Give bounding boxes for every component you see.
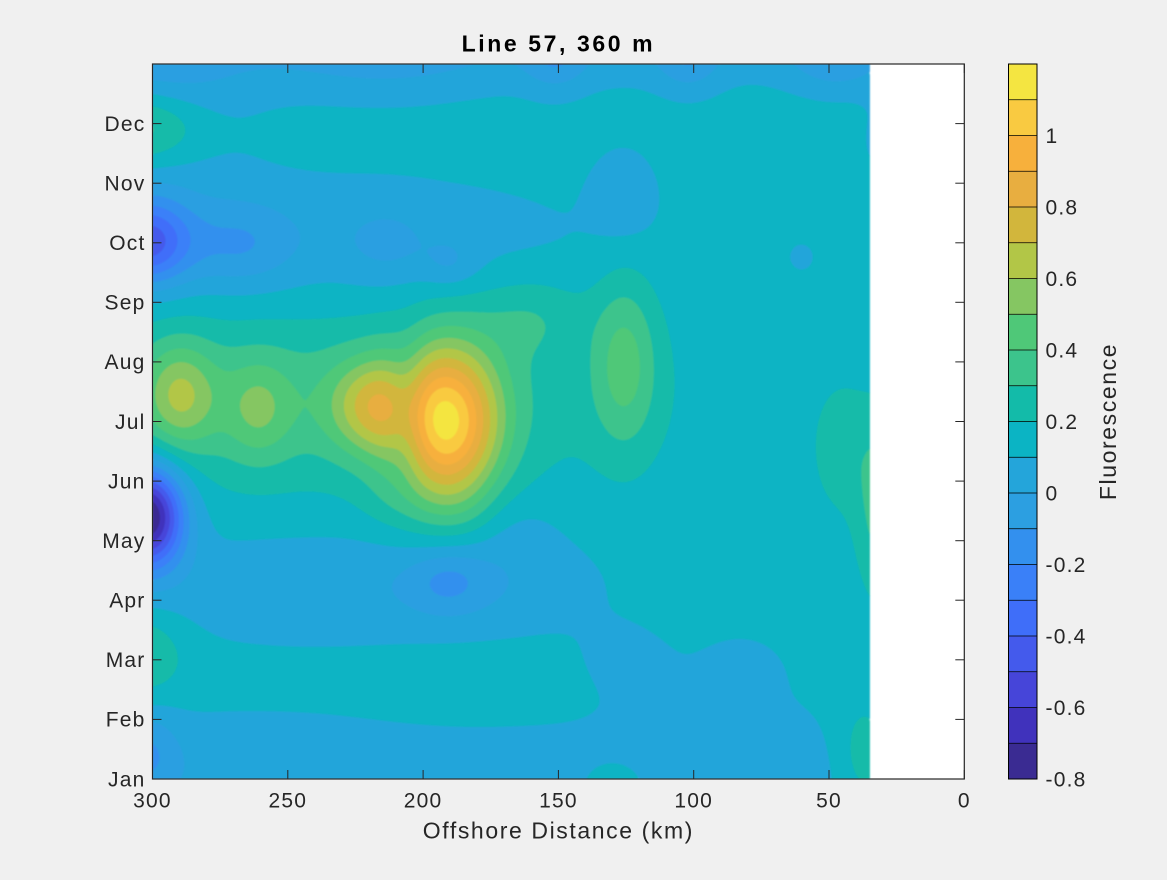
svg-text:-0.2: -0.2 <box>1046 554 1087 577</box>
svg-text:0.4: 0.4 <box>1046 339 1079 362</box>
svg-text:200: 200 <box>404 790 443 813</box>
svg-text:Dec: Dec <box>105 113 146 136</box>
svg-text:0.2: 0.2 <box>1046 411 1079 434</box>
svg-text:150: 150 <box>539 790 578 813</box>
svg-text:-0.4: -0.4 <box>1046 625 1087 648</box>
svg-text:May: May <box>102 530 145 553</box>
svg-text:Jul: Jul <box>115 411 145 434</box>
svg-text:Sep: Sep <box>105 292 146 315</box>
svg-text:1: 1 <box>1046 125 1059 148</box>
svg-text:Aug: Aug <box>105 351 146 374</box>
svg-text:0: 0 <box>1046 482 1059 505</box>
svg-text:Mar: Mar <box>106 649 146 672</box>
svg-text:300: 300 <box>133 790 172 813</box>
svg-text:50: 50 <box>816 790 842 813</box>
svg-text:Fluorescence: Fluorescence <box>1095 343 1121 500</box>
svg-text:Apr: Apr <box>109 590 145 613</box>
svg-text:Feb: Feb <box>106 709 146 732</box>
svg-text:0.8: 0.8 <box>1046 196 1079 219</box>
svg-text:Jan: Jan <box>108 768 145 791</box>
svg-text:-0.6: -0.6 <box>1046 697 1087 720</box>
svg-text:Oct: Oct <box>109 232 145 255</box>
svg-text:250: 250 <box>268 790 307 813</box>
svg-text:0: 0 <box>958 790 971 813</box>
svg-text:100: 100 <box>674 790 713 813</box>
svg-text:Offshore Distance (km): Offshore Distance (km) <box>423 818 694 844</box>
svg-text:-0.8: -0.8 <box>1046 768 1087 791</box>
svg-text:Jun: Jun <box>108 470 145 493</box>
svg-text:Line 57, 360 m: Line 57, 360 m <box>462 31 656 57</box>
svg-text:Nov: Nov <box>105 173 146 196</box>
svg-text:0.6: 0.6 <box>1046 268 1079 291</box>
